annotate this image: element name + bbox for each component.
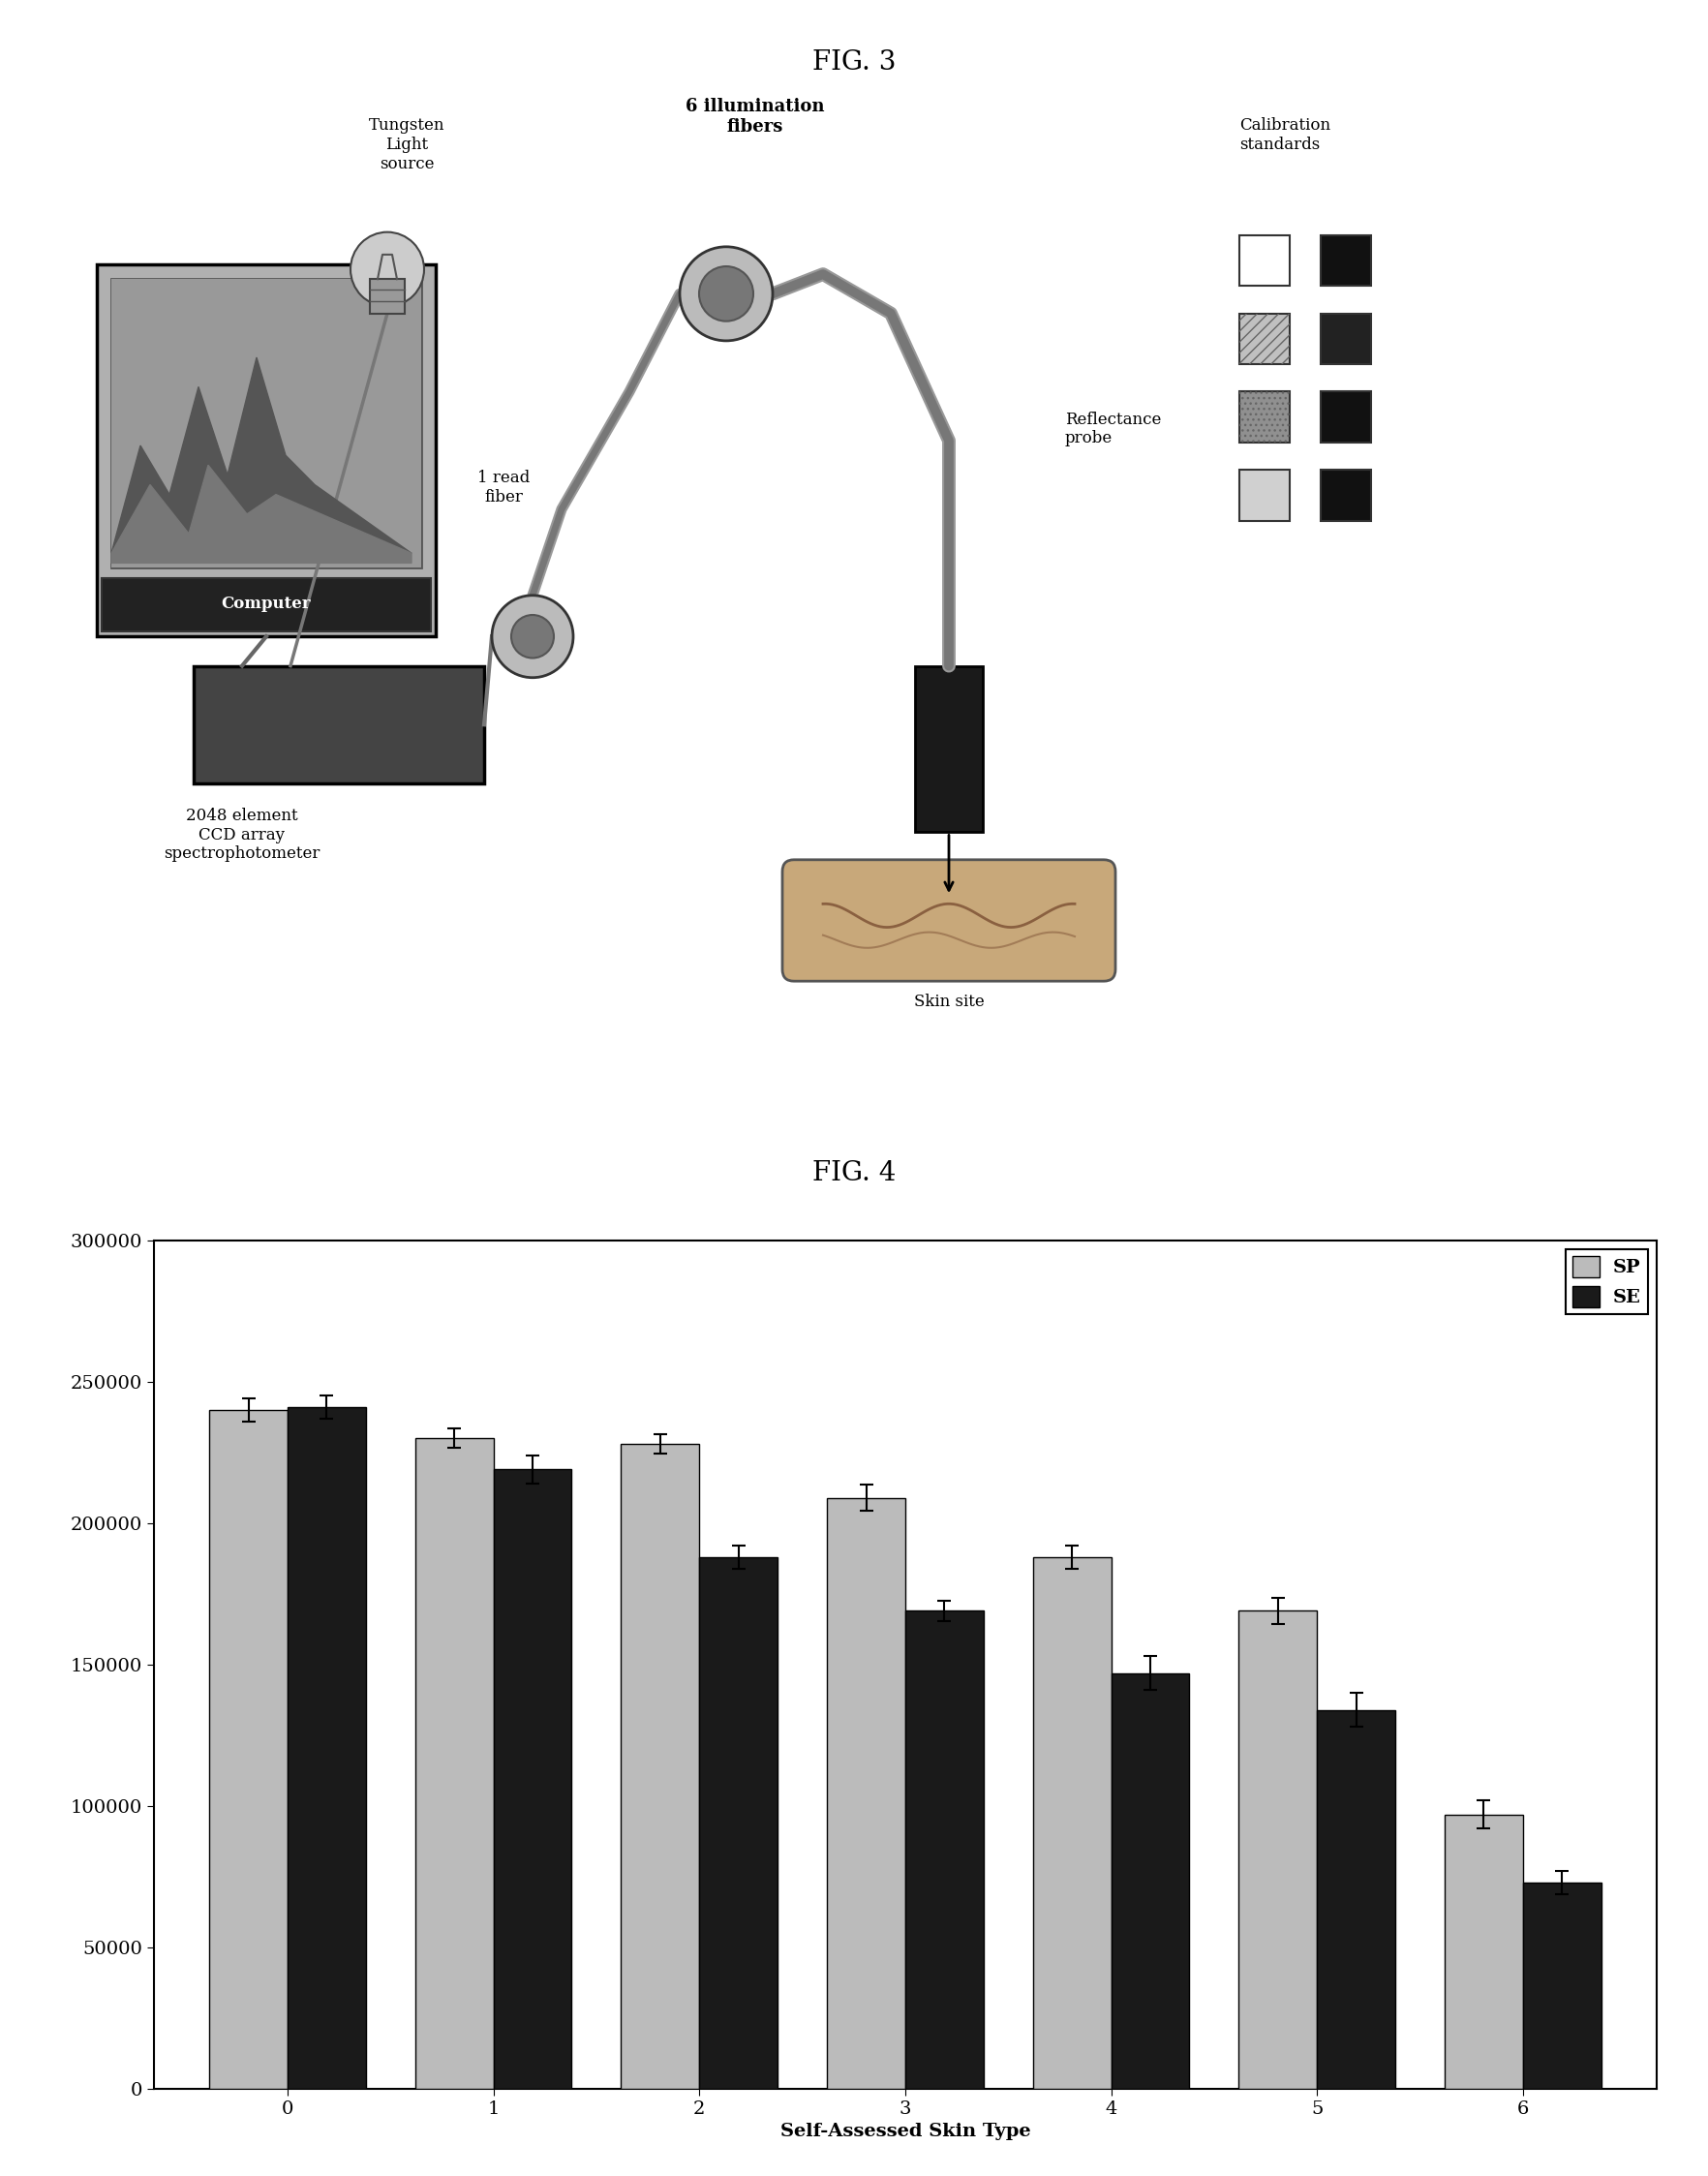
Text: FIG. 4: FIG. 4 bbox=[813, 1160, 895, 1186]
Bar bbox=[494, 1469, 572, 2089]
Bar bbox=[1524, 1882, 1600, 2089]
FancyBboxPatch shape bbox=[1320, 313, 1372, 363]
FancyBboxPatch shape bbox=[111, 279, 422, 568]
Bar bbox=[827, 1497, 905, 2089]
Bar bbox=[287, 1408, 366, 2089]
Text: 1 read
fiber: 1 read fiber bbox=[477, 470, 529, 505]
Bar bbox=[210, 1410, 287, 2089]
Circle shape bbox=[699, 265, 753, 322]
Bar bbox=[1238, 1610, 1317, 2089]
Circle shape bbox=[680, 246, 772, 342]
Circle shape bbox=[511, 616, 553, 657]
FancyBboxPatch shape bbox=[1320, 392, 1372, 442]
Text: Calibration
standards: Calibration standards bbox=[1240, 118, 1331, 152]
Bar bbox=[699, 1558, 777, 2089]
Text: 2048 element
CCD array
spectrophotometer: 2048 element CCD array spectrophotometer bbox=[164, 807, 319, 862]
FancyBboxPatch shape bbox=[1240, 392, 1290, 442]
Text: Tungsten
Light
source: Tungsten Light source bbox=[369, 118, 444, 172]
Polygon shape bbox=[111, 357, 412, 553]
X-axis label: Self-Assessed Skin Type: Self-Assessed Skin Type bbox=[781, 2124, 1030, 2141]
FancyBboxPatch shape bbox=[371, 279, 405, 313]
Circle shape bbox=[492, 596, 574, 677]
FancyBboxPatch shape bbox=[1320, 235, 1372, 285]
Text: 6 illumination
fibers: 6 illumination fibers bbox=[687, 98, 825, 135]
Text: Reflectance
probe: Reflectance probe bbox=[1066, 411, 1161, 446]
Bar bbox=[622, 1445, 699, 2089]
FancyBboxPatch shape bbox=[1240, 313, 1290, 363]
Circle shape bbox=[350, 233, 424, 307]
Bar bbox=[1112, 1673, 1189, 2089]
Bar bbox=[1033, 1558, 1112, 2089]
Bar bbox=[905, 1610, 984, 2089]
FancyBboxPatch shape bbox=[193, 666, 483, 783]
Polygon shape bbox=[111, 466, 412, 564]
FancyBboxPatch shape bbox=[97, 263, 436, 635]
Bar bbox=[415, 1438, 494, 2089]
Legend: SP, SE: SP, SE bbox=[1566, 1249, 1648, 1314]
Bar bbox=[1445, 1815, 1524, 2089]
FancyBboxPatch shape bbox=[915, 666, 982, 831]
FancyBboxPatch shape bbox=[111, 279, 422, 568]
FancyBboxPatch shape bbox=[1320, 470, 1372, 520]
FancyBboxPatch shape bbox=[1240, 235, 1290, 285]
FancyBboxPatch shape bbox=[782, 860, 1115, 981]
Bar bbox=[1317, 1710, 1395, 2089]
Text: Skin site: Skin site bbox=[914, 994, 984, 1010]
FancyBboxPatch shape bbox=[102, 579, 430, 631]
FancyBboxPatch shape bbox=[1240, 470, 1290, 520]
Text: Computer: Computer bbox=[222, 596, 311, 611]
Text: FIG. 3: FIG. 3 bbox=[813, 48, 895, 76]
